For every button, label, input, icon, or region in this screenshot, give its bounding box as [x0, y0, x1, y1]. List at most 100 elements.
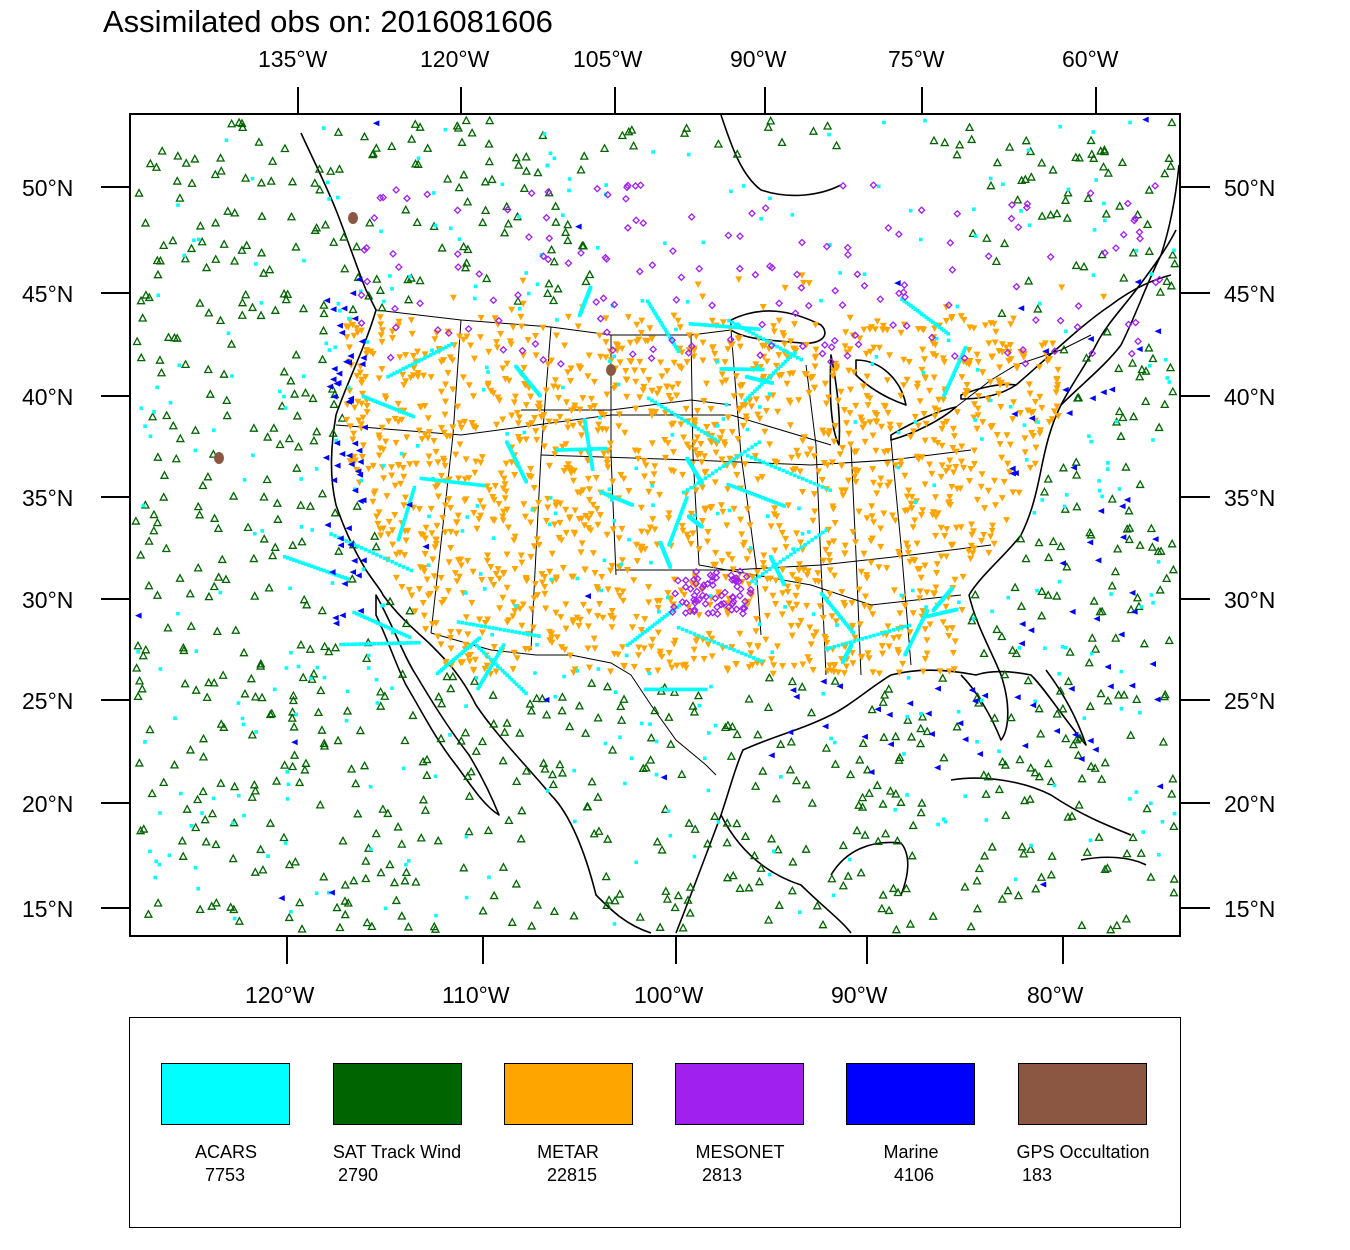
triangle-up-marker	[319, 308, 329, 318]
triangle-down-marker	[703, 380, 711, 388]
dot-marker	[753, 367, 757, 372]
triangle-up-marker	[602, 681, 613, 691]
triangle-down-marker	[658, 653, 666, 661]
triangle-down-marker	[528, 606, 536, 613]
triangle-down-marker	[816, 603, 824, 610]
dot-marker	[525, 632, 530, 636]
dot-marker	[612, 519, 617, 523]
triangle-down-marker	[793, 447, 801, 455]
triangle-down-marker	[871, 326, 879, 333]
triangle-left-marker	[358, 338, 366, 345]
triangle-down-marker	[724, 611, 732, 618]
triangle-down-marker	[895, 634, 903, 641]
triangle-up-marker	[877, 903, 887, 913]
triangle-down-marker	[797, 539, 805, 547]
triangle-up-marker	[279, 832, 289, 842]
dot-marker	[752, 389, 757, 394]
triangle-up-marker	[250, 691, 261, 701]
triangle-down-marker	[876, 482, 884, 490]
northeast-coastline	[1060, 164, 1179, 406]
triangle-up-marker	[144, 292, 154, 302]
diamond-marker	[735, 264, 744, 273]
diamond-marker	[360, 245, 369, 254]
diamond-marker	[648, 261, 657, 270]
dot-marker	[483, 624, 488, 629]
diamond-marker	[797, 283, 806, 292]
triangle-down-marker	[359, 414, 367, 422]
triangle-down-marker	[807, 446, 815, 453]
triangle-down-marker	[931, 341, 939, 349]
diamond-marker	[717, 591, 726, 600]
dot-marker	[236, 793, 241, 798]
triangle-down-marker	[784, 583, 792, 591]
triangle-up-marker	[660, 804, 671, 813]
dot-marker	[724, 644, 728, 649]
dot-marker	[674, 523, 679, 527]
dot-marker	[742, 488, 747, 493]
triangle-left-marker	[338, 329, 346, 336]
dot-marker	[775, 344, 779, 349]
triangle-up-marker	[1023, 675, 1033, 685]
dot-marker	[836, 643, 841, 648]
triangle-up-marker	[180, 253, 190, 263]
triangle-down-marker	[724, 414, 732, 422]
dot-marker	[511, 453, 516, 458]
triangle-up-marker	[133, 640, 143, 650]
dot-marker	[433, 774, 438, 779]
triangle-down-marker	[615, 535, 623, 542]
triangle-left-marker	[971, 698, 979, 705]
dot-marker	[654, 313, 659, 318]
diamond-marker	[623, 181, 632, 190]
triangle-down-marker	[870, 344, 878, 352]
dot-marker	[768, 341, 773, 345]
dot-marker	[662, 325, 666, 330]
diamond-marker	[944, 301, 953, 310]
triangle-down-marker	[404, 527, 412, 535]
diamond-marker	[704, 609, 713, 618]
triangle-up-marker	[1169, 874, 1179, 883]
left-lat-label: 50°N	[22, 175, 74, 201]
triangle-down-marker	[828, 613, 836, 620]
triangle-down-marker	[432, 585, 440, 593]
triangle-up-marker	[678, 923, 688, 932]
triangle-down-marker	[704, 528, 712, 536]
triangle-down-marker	[567, 365, 575, 372]
dot-marker	[721, 367, 726, 371]
triangle-up-marker	[340, 263, 350, 273]
triangle-down-marker	[470, 355, 478, 363]
triangle-down-marker	[729, 566, 737, 573]
triangle-down-marker	[919, 668, 927, 675]
triangle-down-marker	[680, 591, 688, 599]
dot-marker	[734, 325, 738, 330]
triangle-up-marker	[376, 867, 386, 877]
triangle-down-marker	[447, 645, 455, 653]
triangle-down-marker	[497, 331, 505, 338]
triangle-down-marker	[733, 472, 741, 479]
dot-marker	[383, 403, 387, 407]
triangle-down-marker	[691, 421, 699, 428]
left-tick	[101, 907, 129, 909]
diamond-marker	[894, 230, 903, 239]
diamond-marker	[793, 270, 801, 279]
triangle-down-marker	[970, 461, 978, 468]
dot-marker	[458, 481, 462, 485]
dot-marker	[713, 437, 717, 441]
triangle-down-marker	[913, 384, 921, 391]
triangle-up-marker	[293, 441, 304, 451]
triangle-down-marker	[608, 562, 616, 570]
triangle-down-marker	[911, 517, 919, 524]
triangle-up-marker	[204, 308, 214, 317]
triangle-down-marker	[938, 442, 946, 450]
dot-marker	[212, 428, 216, 433]
triangle-down-marker	[635, 652, 643, 659]
triangle-up-marker	[867, 704, 877, 714]
triangle-up-marker	[1135, 540, 1145, 549]
triangle-down-marker	[599, 614, 607, 622]
triangle-up-marker	[806, 707, 817, 717]
triangle-down-marker	[467, 651, 475, 659]
dot-marker	[704, 637, 709, 641]
triangle-down-marker	[811, 354, 819, 362]
triangle-down-marker	[953, 485, 961, 493]
dot-marker	[663, 241, 667, 246]
diamond-marker	[736, 567, 744, 576]
